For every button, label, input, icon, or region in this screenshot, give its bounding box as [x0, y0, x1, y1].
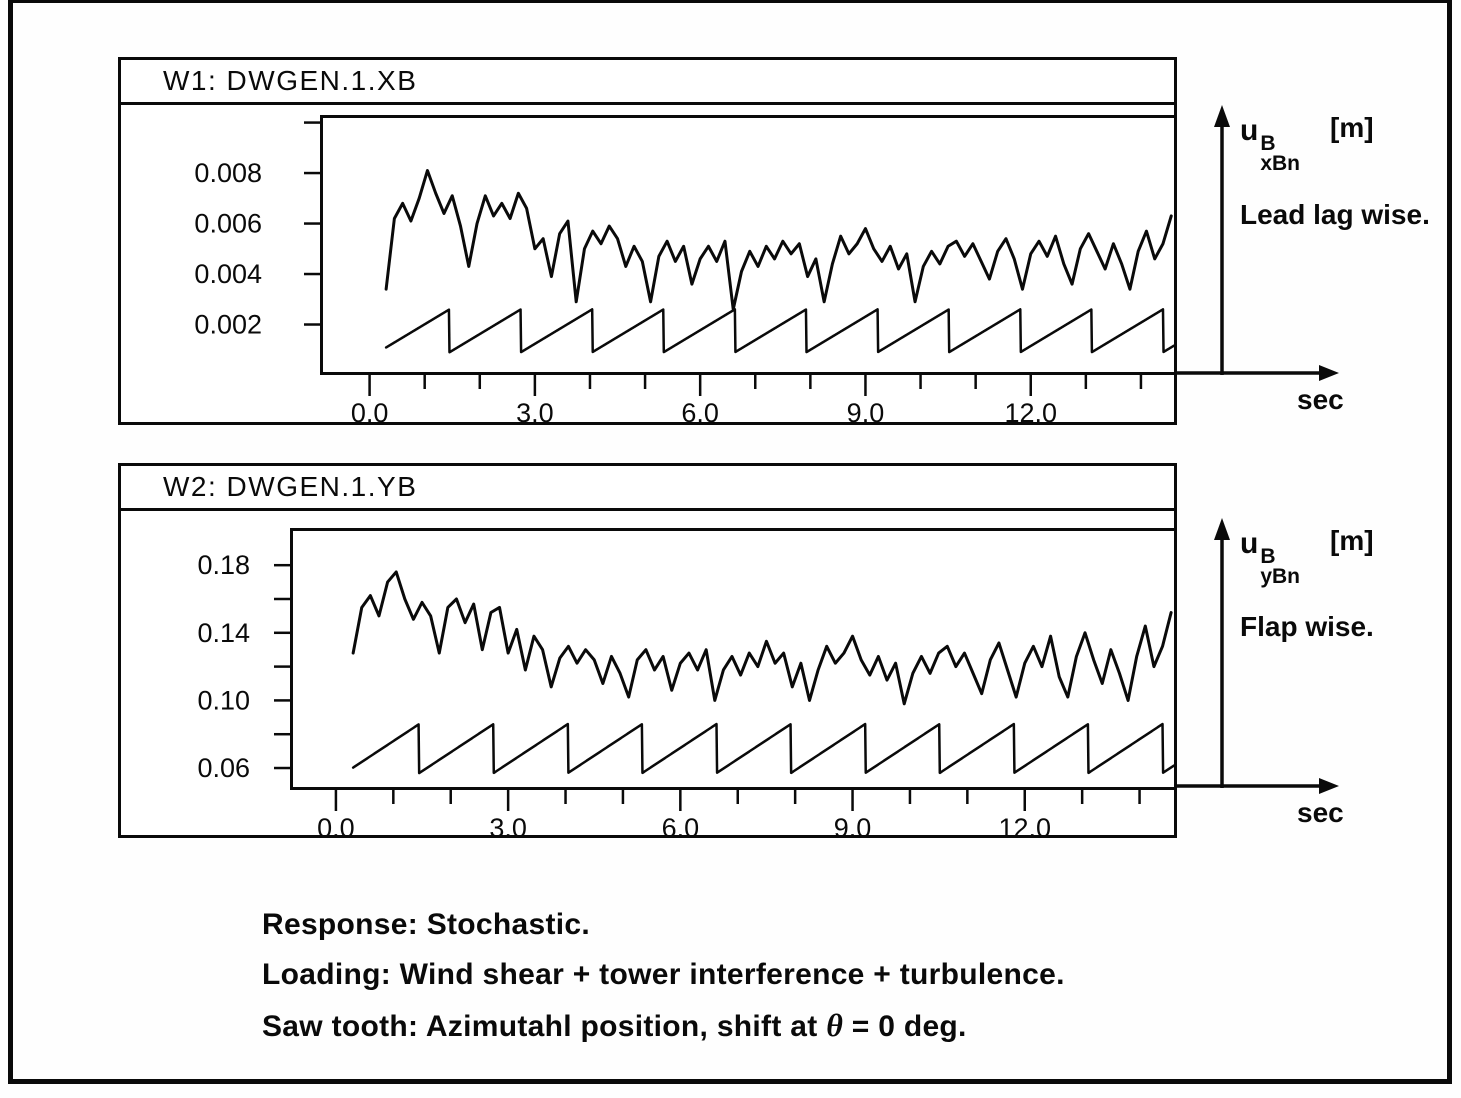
- svg-text:0.14: 0.14: [197, 618, 250, 648]
- window-w1: W1: DWGEN.1.XB 0.0 3.0 6.0 9.0 12.0 0.002 0.00…: [118, 57, 1177, 428]
- w1-x-axis-unit: sec: [1297, 384, 1344, 415]
- w1-axis-symbol-sup: B: [1260, 132, 1276, 155]
- svg-text:3.0: 3.0: [516, 398, 554, 428]
- figure-caption: Response: Stochastic. Loading: Wind shea…: [262, 900, 1065, 1052]
- svg-text:12.0: 12.0: [998, 813, 1051, 843]
- svg-text:0.10: 0.10: [197, 685, 250, 715]
- w2-axis-symbol-base: u: [1240, 527, 1259, 560]
- window-w2-title: W2: DWGEN.1.YB: [163, 471, 418, 502]
- svg-text:6.0: 6.0: [662, 813, 700, 843]
- w1-axis-symbol-sub: xBn: [1260, 152, 1301, 175]
- right-arrowhead-icon: [1319, 778, 1339, 794]
- svg-text:0.006: 0.006: [194, 209, 262, 239]
- svg-text:0.18: 0.18: [197, 550, 250, 580]
- w1-axis-unit: [m]: [1330, 112, 1374, 143]
- svg-text:3.0: 3.0: [489, 813, 527, 843]
- right-arrowhead-icon: [1319, 365, 1339, 381]
- up-arrowhead-icon: [1214, 105, 1230, 127]
- w2-axis-unit: [m]: [1330, 525, 1374, 556]
- svg-text:0.0: 0.0: [351, 398, 389, 428]
- window-w1-title: W1: DWGEN.1.XB: [163, 65, 418, 96]
- window-w2-titlebar: W2: DWGEN.1.YB: [121, 466, 1174, 511]
- caption-line-response: Response: Stochastic.: [262, 908, 591, 941]
- svg-text:12.0: 12.0: [1004, 398, 1057, 428]
- svg-text:0.008: 0.008: [194, 158, 262, 188]
- svg-text:9.0: 9.0: [834, 813, 872, 843]
- up-arrowhead-icon: [1214, 518, 1230, 540]
- w2-axis-symbol-sup: B: [1260, 545, 1276, 568]
- svg-text:0.06: 0.06: [197, 753, 250, 783]
- caption-line-sawtooth: Saw tooth: Azimutahl position, shift at …: [262, 1000, 1065, 1052]
- w2-direction-note: Flap wise.: [1240, 611, 1374, 642]
- svg-text:0.002: 0.002: [194, 310, 262, 340]
- caption-sawtooth-post: = 0 deg.: [843, 1010, 967, 1043]
- w1-axis-symbol-base: u: [1240, 114, 1259, 147]
- svg-text:0.004: 0.004: [194, 259, 262, 289]
- w2-x-axis-unit: sec: [1297, 797, 1344, 828]
- chart-canvas-w1: 0.0 3.0 6.0 9.0 12.0 0.002 0.004 0.006 0.008: [194, 115, 1176, 428]
- svg-text:0.0: 0.0: [317, 813, 355, 843]
- svg-text:6.0: 6.0: [681, 398, 719, 428]
- window-w1-titlebar: W1: DWGEN.1.XB: [121, 60, 1174, 105]
- caption-sawtooth-pre: Saw tooth: Azimutahl position, shift at: [262, 1010, 827, 1043]
- w1-direction-note: Lead lag wise.: [1240, 199, 1430, 230]
- w2-axis-symbol-sub: yBn: [1260, 565, 1301, 588]
- caption-line-loading: Loading: Wind shear + tower interference…: [262, 958, 1065, 991]
- w2-axis-arrows-icon: [1177, 518, 1339, 794]
- w1-axis-arrows-icon: [1177, 105, 1339, 381]
- figure-frame: [8, 0, 1452, 1084]
- svg-text:9.0: 9.0: [847, 398, 885, 428]
- window-w2: W2: DWGEN.1.YB 0.0 3.0 6.0 9.0 12.0 0.06 0.10 0…: [118, 463, 1177, 843]
- theta-symbol: θ: [826, 1007, 844, 1043]
- chart-canvas-w2: 0.0 3.0 6.0 9.0 12.0 0.06 0.10 0.14 0.18: [197, 528, 1176, 843]
